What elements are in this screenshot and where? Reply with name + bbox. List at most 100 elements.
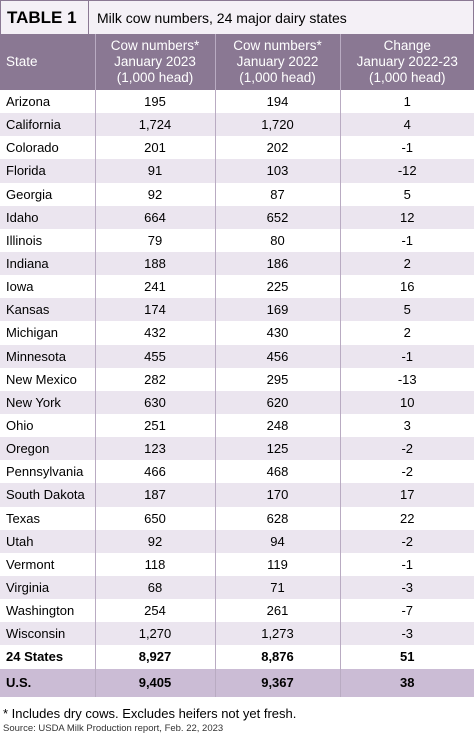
table-row: Wisconsin 1,270 1,273 -3 — [0, 622, 474, 646]
state-cell: Michigan — [6, 325, 59, 341]
value-cell: 4 — [339, 113, 474, 137]
state-cell: Indiana — [0, 251, 95, 276]
table-row: Iowa 241 225 16 — [0, 275, 474, 299]
value-cell: 91 — [94, 159, 215, 183]
value-cell: -7 — [339, 599, 474, 623]
state-cell: Florida — [0, 159, 95, 183]
header-line: Cow numbers* — [110, 38, 200, 53]
value-cell: 123 — [94, 437, 215, 461]
value-cell: 9,367 — [214, 668, 340, 697]
value-cell: 455 — [94, 344, 215, 368]
value-cell: 456 — [214, 344, 340, 368]
state-cell: New York — [0, 390, 95, 414]
value-cell: 5 — [339, 182, 474, 206]
header-line: State — [6, 54, 38, 69]
value-cell: -13 — [339, 367, 474, 391]
state-cell: Iowa — [6, 279, 34, 295]
value-cell: -2 — [339, 437, 474, 461]
state-cell: Texas — [6, 510, 40, 526]
table-row: Arizona 195 194 1 — [0, 90, 474, 114]
value-cell: 51 — [339, 645, 474, 669]
value-cell: 195 — [94, 90, 215, 114]
value-cell: -12 — [339, 159, 474, 183]
value-cell: -1 — [339, 136, 474, 160]
header-line: (1,000 head) — [239, 70, 316, 85]
value-cell: 125 — [214, 437, 340, 461]
value-cell: 430 — [214, 321, 340, 345]
value-cell: 261 — [214, 599, 340, 623]
table-row: Minnesota 455 456 -1 — [0, 344, 474, 368]
value-cell: 225 — [214, 275, 340, 299]
value-cell: 186 — [214, 251, 340, 276]
value-cell: 630 — [94, 390, 215, 414]
value-cell: 1,270 — [94, 622, 215, 646]
value-cell: 103 — [214, 159, 340, 183]
value-cell: 664 — [94, 205, 215, 229]
value-cell: 12 — [339, 205, 474, 229]
header-line: January 2023 — [114, 54, 196, 69]
state-cell: Virginia — [0, 575, 95, 600]
value-cell: 1,273 — [214, 622, 340, 646]
column-header: Cow numbers* January 2023 (1,000 head) — [94, 34, 215, 90]
table-row: Vermont 118 119 -1 — [0, 552, 474, 576]
table-row: Colorado 201 202 -1 — [0, 136, 474, 160]
state-cell: Vermont — [6, 556, 55, 572]
table-row: South Dakota 187 170 17 — [0, 483, 474, 507]
value-cell: 170 — [214, 483, 340, 507]
table-row: Washington 254 261 -7 — [0, 599, 474, 623]
table-row: U.S. 9,405 9,367 38 — [0, 668, 474, 697]
source: Source: USDA Milk Production report, Feb… — [3, 723, 224, 734]
value-cell: -1 — [339, 344, 474, 368]
header-line: Change — [383, 38, 431, 53]
value-cell: 3 — [339, 413, 474, 438]
state-cell: Pennsylvania — [6, 464, 84, 480]
state-cell: Kansas — [0, 298, 95, 322]
value-cell: 650 — [94, 506, 215, 530]
value-cell: 87 — [214, 182, 340, 206]
column-header: Cow numbers* January 2022 (1,000 head) — [214, 34, 340, 90]
table-row: New York 630 620 10 — [0, 390, 474, 414]
table-row: Michigan 432 430 2 — [0, 321, 474, 345]
value-cell: -3 — [339, 575, 474, 600]
value-cell: 169 — [214, 298, 340, 322]
state-cell: Georgia — [6, 186, 53, 202]
header-line: Cow numbers* — [233, 38, 322, 53]
state-cell: Illinois — [6, 232, 43, 248]
state-cell: California — [0, 113, 95, 137]
table-row: Georgia 92 87 5 — [0, 182, 474, 206]
header-row: State Cow numbers* January 2023 (1,000 head… — [0, 34, 474, 90]
table-row: Illinois 79 80 -1 — [0, 228, 474, 252]
value-cell: 17 — [339, 483, 474, 507]
value-cell: 248 — [214, 413, 340, 438]
value-cell: 16 — [339, 275, 474, 299]
table-row: Pennsylvania 466 468 -2 — [0, 460, 474, 484]
value-cell: 5 — [339, 298, 474, 322]
value-cell: 187 — [94, 483, 215, 507]
table-row: Indiana 188 186 2 — [0, 251, 474, 276]
value-cell: 194 — [214, 90, 340, 114]
state-cell: Washington — [6, 603, 75, 619]
state-cell: 24 States — [0, 645, 95, 669]
state-cell: Arizona — [6, 94, 51, 110]
data-table: State Cow numbers* January 2023 (1,000 head… — [0, 34, 474, 697]
value-cell: 119 — [214, 552, 340, 576]
header-line: January 2022-23 — [356, 54, 458, 69]
value-cell: -1 — [339, 228, 474, 252]
value-cell: 10 — [339, 390, 474, 414]
value-cell: 68 — [94, 575, 215, 600]
value-cell: 174 — [94, 298, 215, 322]
value-cell: 251 — [94, 413, 215, 438]
table-row: Utah 92 94 -2 — [0, 529, 474, 553]
value-cell: 118 — [94, 552, 215, 576]
title-bar: TABLE 1 Milk cow numbers, 24 major dairy… — [0, 0, 474, 34]
value-cell: 620 — [214, 390, 340, 414]
value-cell: 1,724 — [94, 113, 215, 137]
value-cell: -2 — [339, 460, 474, 484]
value-cell: 652 — [214, 205, 340, 229]
state-cell: Colorado — [6, 140, 59, 156]
footnote: * Includes dry cows. Excludes heifers no… — [3, 706, 297, 721]
table-row: Ohio 251 248 3 — [0, 413, 474, 438]
value-cell: 8,876 — [214, 645, 340, 669]
state-cell: U.S. — [0, 668, 95, 697]
